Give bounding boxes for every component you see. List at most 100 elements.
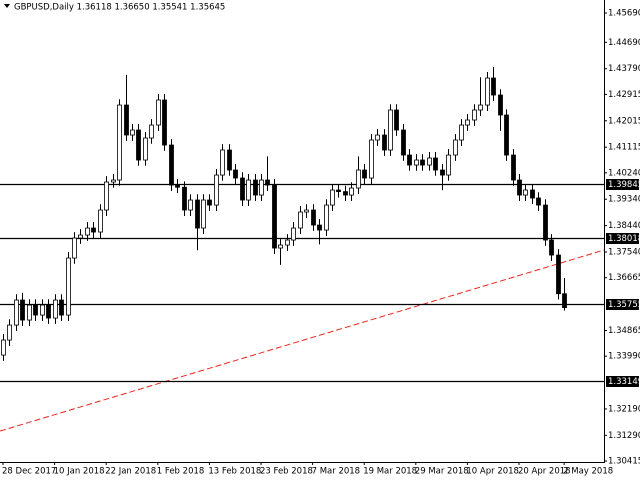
candle-body xyxy=(46,304,51,319)
candle-body xyxy=(362,169,367,179)
y-tick-label: 1.38440 xyxy=(608,221,640,231)
y-tick-label: 1.31290 xyxy=(608,431,640,441)
candle-body xyxy=(246,179,251,201)
x-tick-label: 29 Mar 2018 xyxy=(415,467,469,477)
x-tick-label: 28 Dec 2017 xyxy=(2,467,56,477)
candle-body xyxy=(27,304,32,321)
candle-body xyxy=(278,244,283,249)
candle-body xyxy=(375,134,380,141)
candle-body xyxy=(324,204,329,231)
y-tick-label: 1.40240 xyxy=(608,168,640,178)
candle-body xyxy=(272,184,277,249)
candle-body xyxy=(317,224,322,231)
candle-body xyxy=(156,99,161,126)
candle-body xyxy=(233,169,238,179)
candle-body xyxy=(491,77,496,96)
candle-body xyxy=(14,299,19,326)
candle-body xyxy=(511,154,516,181)
candle-body xyxy=(188,199,193,211)
y-tick-label: 1.37540 xyxy=(608,248,640,258)
candle-body xyxy=(304,209,309,213)
y-tick-label: 1.42915 xyxy=(608,90,640,100)
x-tick-label: 2 May 2018 xyxy=(563,467,613,477)
x-tick-label: 10 Apr 2018 xyxy=(466,467,519,477)
candle-body xyxy=(401,129,406,156)
candle-body xyxy=(182,186,187,211)
candle-body xyxy=(369,139,374,179)
candle-body xyxy=(201,199,206,229)
candle-body xyxy=(414,159,419,166)
candle-body xyxy=(149,124,154,139)
level-label-box xyxy=(606,233,639,244)
candle-body xyxy=(549,239,554,256)
level-label: 1.35755 xyxy=(608,300,640,310)
candle-body xyxy=(420,159,425,166)
candle-body xyxy=(498,94,503,116)
level-label: 1.39845 xyxy=(608,180,640,190)
candle-body xyxy=(536,197,541,206)
y-tick-label: 1.44690 xyxy=(608,38,640,48)
candle-body xyxy=(523,189,528,196)
candle-body xyxy=(543,204,548,241)
y-tick-label: 1.30415 xyxy=(608,457,640,467)
candle-body xyxy=(72,237,77,259)
level-label-box xyxy=(606,299,639,310)
candle-body xyxy=(111,179,116,183)
x-tick-label: 22 Jan 2018 xyxy=(105,467,156,477)
candle-body xyxy=(169,144,174,186)
candle-body xyxy=(253,179,258,196)
y-tick-label: 1.36665 xyxy=(608,273,640,283)
candle-body xyxy=(7,324,12,341)
candle-body xyxy=(98,209,103,233)
y-tick-label: 1.41115 xyxy=(608,143,640,153)
candle-body xyxy=(91,227,96,233)
candle-body xyxy=(349,187,354,196)
candle-body xyxy=(530,189,535,199)
candle-body xyxy=(388,109,393,151)
candle-body xyxy=(465,119,470,126)
candle-body xyxy=(33,304,38,316)
y-tick-label: 1.45690 xyxy=(608,8,640,18)
y-tick-label: 1.39340 xyxy=(608,195,640,205)
candle-body xyxy=(207,199,212,206)
candle-body xyxy=(78,234,83,239)
candle-body xyxy=(556,254,561,295)
candle-body xyxy=(175,184,180,188)
candle-body xyxy=(311,209,316,226)
candle-body xyxy=(453,139,458,156)
candle-body xyxy=(343,191,348,196)
candle-body xyxy=(162,99,167,146)
candle-body xyxy=(336,189,341,193)
x-tick-label: 20 Apr 2018 xyxy=(518,467,571,477)
candle-body xyxy=(407,154,412,166)
candle-body xyxy=(214,174,219,206)
candle-body xyxy=(330,189,335,206)
candle-body xyxy=(517,179,522,196)
candle-body xyxy=(472,109,477,121)
x-tick-label: 7 Mar 2018 xyxy=(312,467,360,477)
x-tick-label: 19 Mar 2018 xyxy=(363,467,417,477)
candle-body xyxy=(433,157,438,171)
candle-body xyxy=(195,199,200,229)
candle-body xyxy=(291,227,296,241)
x-tick-label: 1 Feb 2018 xyxy=(157,467,205,477)
chart-title: GBPUSD,Daily 1.36118 1.36650 1.35541 1.3… xyxy=(14,3,225,13)
candle-body xyxy=(562,293,567,309)
candle-body xyxy=(1,339,6,356)
candle-body xyxy=(227,149,232,171)
candle-body xyxy=(440,169,445,176)
level-label-box xyxy=(606,376,639,387)
candle-body xyxy=(394,109,399,131)
candle-body xyxy=(446,154,451,176)
trendline xyxy=(0,249,605,432)
candle-body xyxy=(59,299,64,316)
y-tick-label: 1.33990 xyxy=(608,352,640,362)
candle-body xyxy=(485,77,490,106)
candle-body xyxy=(427,157,432,166)
candle-body xyxy=(136,129,141,161)
candle-body xyxy=(259,179,264,196)
candle-body xyxy=(66,257,71,316)
candle-body xyxy=(298,211,303,229)
candle-body xyxy=(143,137,148,161)
